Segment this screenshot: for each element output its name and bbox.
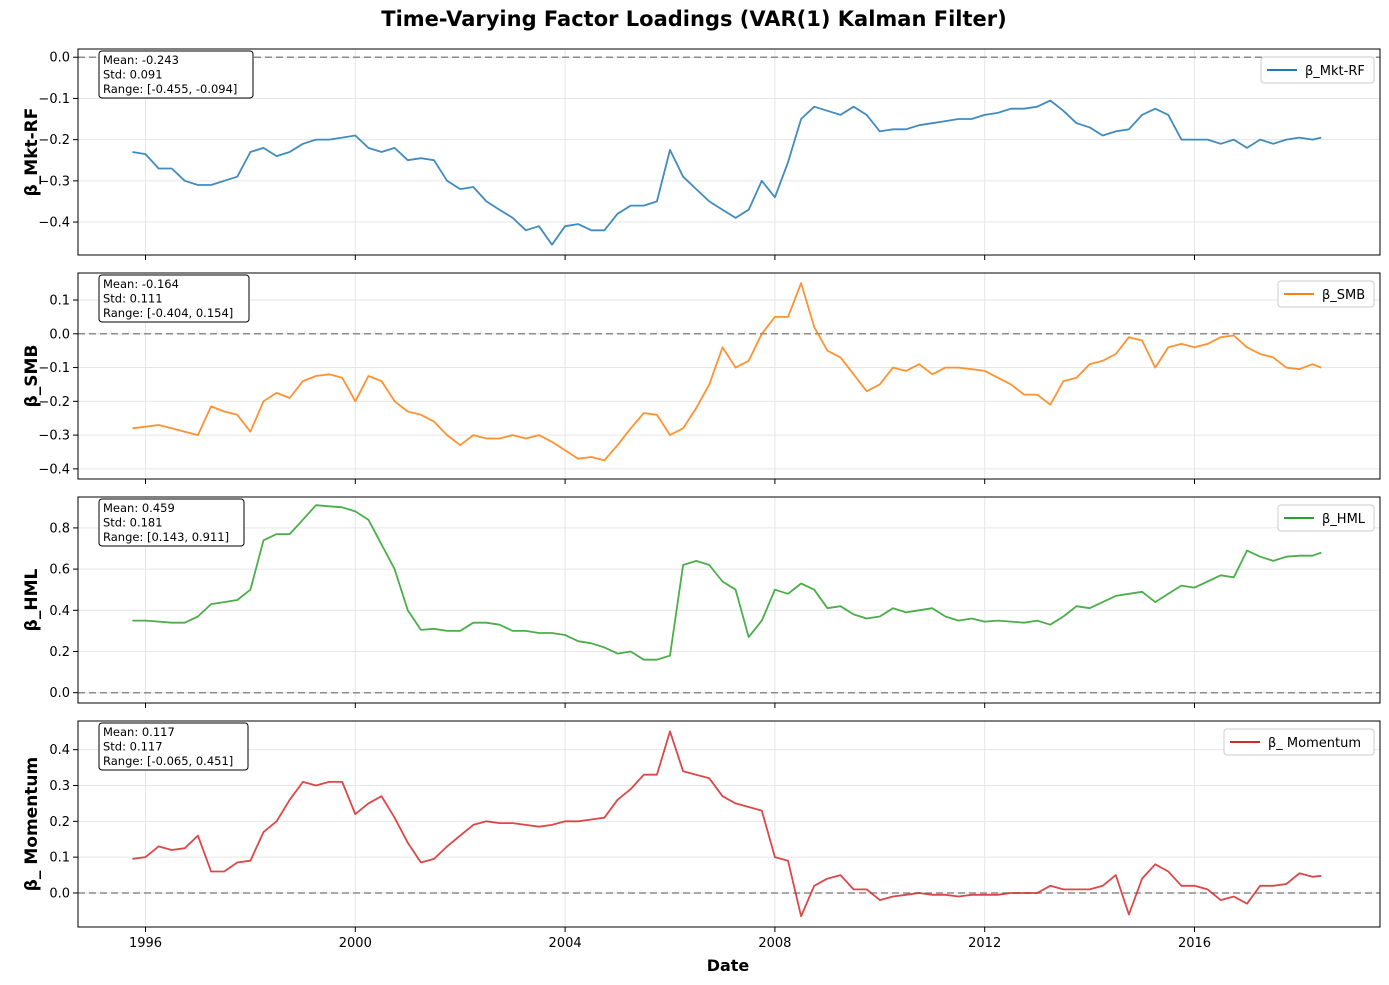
y-tick-label: 0.1 [49,294,70,309]
series-line-4 [132,730,1322,918]
stats-box-frame [98,50,254,99]
y-tick-label: −0.4 [38,216,70,231]
panel-2: 0.1 0.0 −0.1 −0.2 −0.3 −0.4 β_SMB Mean: -0.164S… [22,272,1381,484]
legend-label: β_SMB [1322,288,1365,303]
y-tick-label: 0.4 [49,604,70,619]
legend: β_Mkt-RF [1260,56,1375,84]
stats-line: Std: 0.111 [103,292,163,306]
y-tick-label: −0.1 [38,361,70,376]
x-tick-label: 2012 [968,936,1001,951]
stats-box-frame [98,722,249,771]
series-line-3 [132,504,1322,661]
legend-frame [1277,280,1375,308]
stats-line: Range: [-0.065, 0.451] [103,754,233,768]
stats-line: Std: 0.091 [103,68,163,82]
legend: β_HML [1277,504,1375,532]
y-tick-label: −0.3 [38,429,70,444]
x-tick-label: 2016 [1178,936,1211,951]
stats-line: Std: 0.181 [103,516,163,530]
stats-box-frame [98,498,245,547]
y-axis-label: β_HML [22,569,42,632]
y-tick-label: 0.0 [49,51,70,66]
y-tick-label: 0.8 [49,521,70,536]
stats-line: Range: [0.143, 0.911] [103,530,229,544]
series-line-1 [132,99,1322,246]
x-tick-label: 2008 [758,936,791,951]
legend-frame [1223,728,1375,756]
x-tick-label: 2000 [339,936,372,951]
y-tick-label: 0.3 [49,779,70,794]
stats-line: Mean: -0.243 [103,53,179,67]
y-tick-label: −0.2 [38,133,70,148]
axes-frame [77,496,1381,704]
series-line-2 [132,282,1322,462]
y-tick-label: −0.2 [38,395,70,410]
legend-label: β_Mkt-RF [1305,64,1365,79]
figure-title: Time-Varying Factor Loadings (VAR(1) Kal… [381,7,1006,31]
y-tick-label: 0.1 [49,851,70,866]
legend-label: β_HML [1322,512,1366,527]
y-tick-label: −0.4 [38,462,70,477]
y-tick-label: 0.0 [49,886,70,901]
panel-1: 0.0 −0.1 −0.2 −0.3 −0.4 β_Mkt-RF Mean: -0.243S… [22,48,1381,260]
x-axis-label: Date [707,956,750,975]
y-tick-label: 0.0 [49,686,70,701]
legend-label: β_ Momentum [1268,736,1361,751]
stats-line: Mean: 0.117 [103,725,175,739]
x-tick-label: 2004 [549,936,582,951]
stats-line: Std: 0.117 [103,740,163,754]
y-tick-label: 0.2 [49,645,70,660]
y-tick-label: 0.4 [49,743,70,758]
legend: β_SMB [1277,280,1375,308]
y-axis-label: β_Mkt-RF [22,108,42,197]
x-tick-label: 1996 [129,936,162,951]
axes-frame [77,720,1381,928]
legend: β_ Momentum [1223,728,1375,756]
y-axis-label: β_SMB [22,345,42,408]
y-tick-label: −0.1 [38,92,70,107]
axes-frame [77,272,1381,480]
y-tick-label: −0.3 [38,174,70,189]
y-tick-label: 0.0 [49,327,70,342]
stats-line: Range: [-0.404, 0.154] [103,306,233,320]
stats-box-frame [98,274,250,323]
legend-frame [1277,504,1375,532]
panel-4: 0.4 0.3 0.2 0.1 0.0 1996 2000 2004 2008 2012 2016 β… [22,720,1381,951]
stats-line: Mean: -0.164 [103,277,179,291]
stats-line: Range: [-0.455, -0.094] [103,82,237,96]
y-tick-label: 0.6 [49,563,70,578]
y-axis-label: β_ Momentum [22,757,42,891]
stats-line: Mean: 0.459 [103,501,175,515]
axes-frame [77,48,1381,256]
legend-frame [1260,56,1375,84]
y-tick-label: 0.2 [49,815,70,830]
